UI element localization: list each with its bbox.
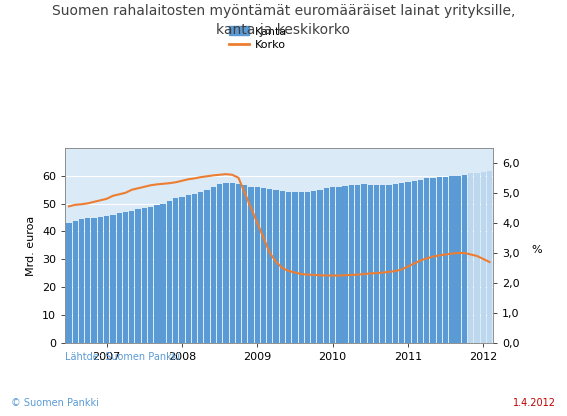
Bar (349, 186, 354, 343)
Bar (367, 185, 373, 343)
Bar (311, 191, 316, 343)
Bar (399, 183, 404, 343)
Bar (299, 192, 304, 343)
Bar (305, 192, 310, 343)
Bar (123, 212, 128, 343)
Bar (342, 186, 348, 343)
Bar (418, 180, 423, 343)
Bar (380, 186, 386, 343)
Bar (324, 188, 329, 343)
Bar (355, 185, 361, 343)
Bar (267, 189, 273, 343)
Bar (475, 173, 480, 343)
Text: © Suomen Pankki: © Suomen Pankki (11, 398, 99, 408)
Bar (430, 178, 435, 343)
Y-axis label: %: % (531, 245, 542, 255)
Bar (462, 175, 467, 343)
Bar (117, 213, 122, 343)
Bar (129, 210, 134, 343)
Bar (110, 215, 116, 343)
Text: Lähtde: Suomen Pankki: Lähtde: Suomen Pankki (65, 352, 180, 362)
Bar (230, 183, 235, 343)
Y-axis label: Mrd. euroa: Mrd. euroa (27, 215, 36, 275)
Bar (192, 194, 197, 343)
Bar (487, 171, 492, 343)
Bar (136, 208, 141, 343)
Bar (261, 188, 266, 343)
Bar (387, 185, 392, 343)
Bar (437, 177, 442, 343)
Text: 1.4.2012: 1.4.2012 (513, 398, 556, 408)
Bar (481, 172, 486, 343)
Legend: Kanta, Korko: Kanta, Korko (229, 26, 287, 50)
Bar (280, 191, 285, 343)
Bar (292, 192, 298, 343)
Bar (167, 201, 172, 343)
Bar (393, 184, 398, 343)
Bar (443, 177, 448, 343)
Bar (66, 223, 71, 343)
Bar (179, 197, 185, 343)
Bar (91, 218, 97, 343)
Bar (330, 187, 335, 343)
Bar (361, 184, 367, 343)
Bar (455, 176, 461, 343)
Bar (198, 192, 204, 343)
Bar (148, 207, 153, 343)
Bar (412, 181, 417, 343)
Bar (374, 186, 379, 343)
Bar (318, 190, 323, 343)
Bar (204, 190, 210, 343)
Bar (405, 182, 411, 343)
Bar (255, 187, 260, 343)
Bar (242, 186, 247, 343)
Bar (424, 178, 429, 343)
Bar (468, 173, 473, 343)
Bar (248, 187, 253, 343)
Bar (211, 187, 216, 343)
Bar (160, 203, 166, 343)
Bar (336, 187, 341, 343)
Bar (98, 217, 103, 343)
Bar (142, 208, 147, 343)
Bar (223, 183, 229, 343)
Bar (85, 218, 91, 343)
Bar (79, 219, 84, 343)
Bar (154, 206, 159, 343)
Bar (236, 184, 241, 343)
Bar (73, 221, 78, 343)
Bar (104, 216, 109, 343)
Bar (449, 176, 455, 343)
Bar (286, 191, 291, 343)
Bar (273, 190, 279, 343)
Bar (185, 195, 191, 343)
Bar (217, 184, 222, 343)
Text: Suomen rahalaitosten myöntämät euromääräiset lainat yrityksille,
kanta ja keskik: Suomen rahalaitosten myöntämät euromäärä… (52, 4, 515, 37)
Bar (173, 198, 179, 343)
